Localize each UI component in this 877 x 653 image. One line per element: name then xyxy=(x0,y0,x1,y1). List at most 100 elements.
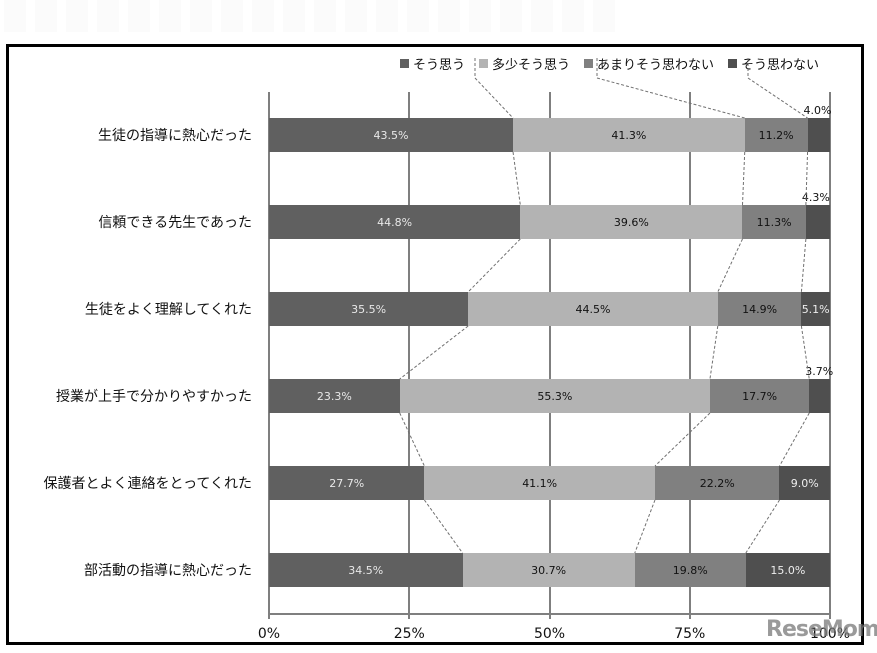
faint-header-artifacts xyxy=(4,0,615,34)
bar-segment: 43.5% xyxy=(269,118,514,152)
axis-tick xyxy=(688,613,691,619)
legend-label: あまりそう思わない xyxy=(597,58,715,73)
data-label: 30.7% xyxy=(531,563,567,577)
data-label: 22.2% xyxy=(699,476,735,490)
data-label: 4.0% xyxy=(803,104,832,117)
bar-segment: 30.7% xyxy=(462,553,635,587)
bar-segment: 39.6% xyxy=(520,205,743,239)
faint-block xyxy=(66,0,88,32)
faint-block xyxy=(438,0,460,32)
stacked-bar: 35.5% 44.5% 14.9% 5.1% xyxy=(269,292,830,326)
bar-segment: 55.3% xyxy=(399,379,710,413)
faint-block xyxy=(35,0,57,32)
data-label: 35.5% xyxy=(351,302,387,316)
x-tick-label: 100% xyxy=(809,626,851,642)
gridline xyxy=(268,92,270,614)
legend-label: 多少そう思う xyxy=(492,58,571,73)
bar-segment: 44.5% xyxy=(468,292,718,326)
bar-segment: 44.8% xyxy=(269,205,521,239)
faint-block xyxy=(345,0,367,32)
data-label: 41.1% xyxy=(522,476,558,490)
data-label: 39.6% xyxy=(613,215,649,229)
axis-tick xyxy=(268,613,270,619)
axis-tick xyxy=(548,613,551,619)
faint-block xyxy=(190,0,212,32)
bar-segment xyxy=(809,379,830,413)
x-tick-label: 0% xyxy=(257,626,281,642)
data-label: 4.3% xyxy=(801,191,830,204)
faint-block xyxy=(376,0,398,32)
faint-block xyxy=(159,0,181,32)
x-axis-line xyxy=(268,613,831,615)
bar-segment: 14.9% xyxy=(717,292,802,326)
data-label: 9.0% xyxy=(790,476,819,490)
bar-segment: 17.7% xyxy=(709,379,810,413)
legend-item-agree: そう思う xyxy=(400,54,465,73)
category-label: 授業が上手で分かりやすかった xyxy=(56,389,252,405)
legend-swatch-icon xyxy=(584,59,594,68)
bar-segment: 22.2% xyxy=(654,466,780,500)
bar-segment xyxy=(807,118,830,152)
data-label: 44.8% xyxy=(377,215,413,229)
bar-segment xyxy=(805,205,830,239)
data-label: 5.1% xyxy=(801,302,830,316)
category-label: 生徒をよく理解してくれた xyxy=(84,302,252,318)
category-label: 生徒の指導に熱心だった xyxy=(98,128,252,144)
gridline xyxy=(548,92,551,614)
data-label: 27.7% xyxy=(329,476,365,490)
bar-segment: 23.3% xyxy=(269,379,400,413)
faint-block xyxy=(128,0,150,32)
chart-legend: そう思う 多少そう思う あまりそう思わない そう思わない xyxy=(400,54,819,73)
bar-segment: 27.7% xyxy=(269,466,425,500)
data-label: 3.7% xyxy=(805,365,834,378)
bar-segment: 5.1% xyxy=(801,292,830,326)
faint-block xyxy=(407,0,429,32)
data-label: 41.3% xyxy=(611,128,647,142)
stacked-bar: 27.7% 41.1% 22.2% 9.0% xyxy=(269,466,830,500)
data-label: 55.3% xyxy=(537,389,573,403)
gridline xyxy=(408,92,411,614)
category-label: 部活動の指導に熱心だった xyxy=(84,563,252,579)
data-label: 43.5% xyxy=(373,128,409,142)
faint-block xyxy=(252,0,274,32)
legend-item-somewhat-disagree: あまりそう思わない xyxy=(584,54,714,73)
data-label: 17.7% xyxy=(742,389,778,403)
data-label: 19.8% xyxy=(672,563,708,577)
bar-segment: 11.2% xyxy=(744,118,808,152)
watermark-logo: ReseMom xyxy=(766,617,877,642)
faint-block xyxy=(97,0,119,32)
faint-block xyxy=(593,0,615,32)
x-tick-label: 75% xyxy=(674,626,706,642)
data-label: 11.3% xyxy=(756,215,792,229)
legend-label: そう思わない xyxy=(741,58,820,73)
legend-swatch-icon xyxy=(479,59,489,68)
x-tick-label: 50% xyxy=(533,626,566,642)
faint-block xyxy=(314,0,336,32)
faint-block xyxy=(531,0,553,32)
data-label: 14.9% xyxy=(742,302,778,316)
data-label: 23.3% xyxy=(316,389,352,403)
category-label: 保護者とよく連絡をとってくれた xyxy=(43,476,252,492)
bar-segment: 9.0% xyxy=(779,466,830,500)
stacked-bar: 23.3% 55.3% 17.7% xyxy=(269,379,830,413)
bar-segment: 34.5% xyxy=(269,553,463,587)
bar-segment: 15.0% xyxy=(745,553,830,587)
faint-block xyxy=(469,0,491,32)
faint-block xyxy=(4,0,26,32)
data-label: 44.5% xyxy=(575,302,611,316)
legend-swatch-icon xyxy=(728,59,738,68)
bar-segment: 19.8% xyxy=(634,553,746,587)
faint-block xyxy=(221,0,243,32)
legend-item-somewhat-agree: 多少そう思う xyxy=(479,54,570,73)
stacked-bar: 44.8% 39.6% 11.3% xyxy=(269,205,830,239)
bar-segment: 35.5% xyxy=(269,292,469,326)
bar-segment: 41.3% xyxy=(513,118,745,152)
legend-label: そう思う xyxy=(413,58,466,73)
category-label: 信頼できる先生であった xyxy=(98,215,252,231)
data-label: 34.5% xyxy=(348,563,384,577)
bar-segment: 11.3% xyxy=(742,205,806,239)
bar-segment: 41.1% xyxy=(424,466,655,500)
data-label: 11.2% xyxy=(758,128,794,142)
data-label: 15.0% xyxy=(770,563,806,577)
x-tick-label: 25% xyxy=(393,626,425,642)
